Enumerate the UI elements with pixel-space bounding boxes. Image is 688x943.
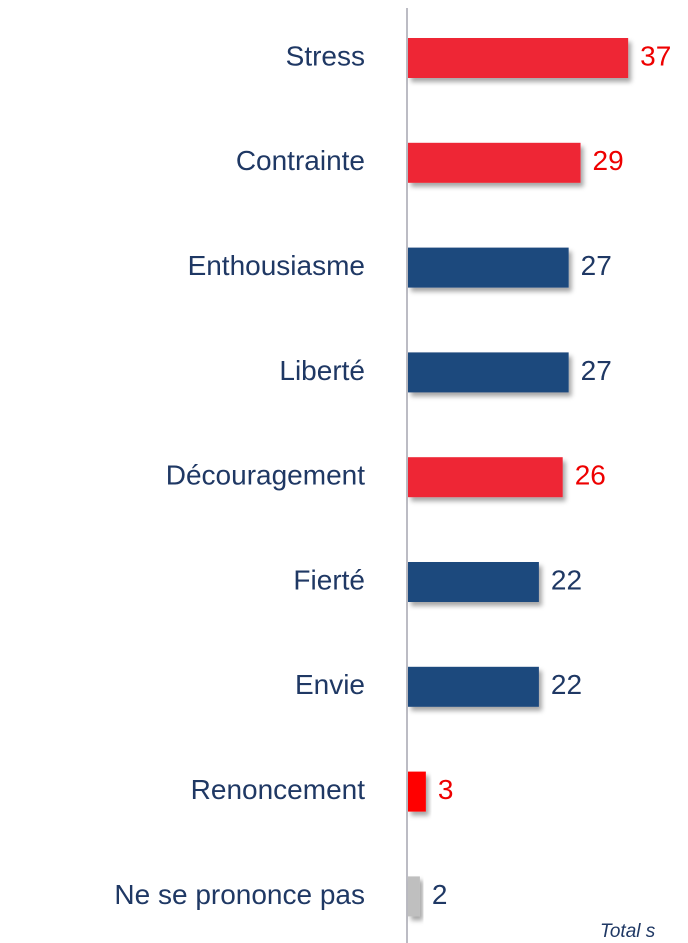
bar [408,247,569,288]
value-label: 29 [593,145,624,176]
category-label: Enthousiasme [188,250,365,281]
bar [408,457,563,498]
category-label: Découragement [166,460,365,491]
value-label: 22 [551,564,582,595]
category-label: Fierté [293,564,365,595]
value-label: 37 [640,40,671,71]
value-label: 27 [581,250,612,281]
bar [408,562,539,602]
bar [408,38,629,78]
value-label: 26 [575,460,606,491]
category-label: Envie [295,669,365,700]
note: Total s [600,921,656,942]
bar [408,352,569,393]
bar [408,666,539,707]
bar [408,142,581,183]
value-label: 2 [432,879,448,910]
category-label: Liberté [279,355,365,386]
value-label: 3 [438,774,454,805]
bar [408,876,420,917]
category-label: Renoncement [191,774,366,805]
bar [408,771,426,812]
value-label: 22 [551,669,582,700]
category-label: Ne se prononce pas [114,879,365,910]
value-label: 27 [581,355,612,386]
category-label: Contrainte [236,145,365,176]
category-label: Stress [286,40,365,71]
